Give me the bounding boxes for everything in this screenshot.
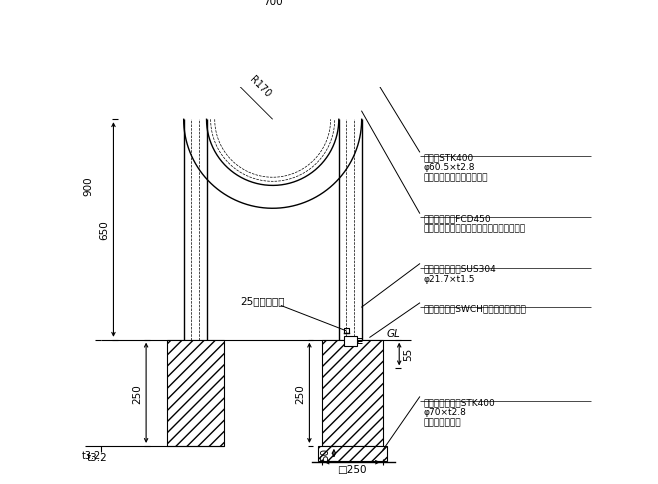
Text: 55: 55 (403, 347, 413, 361)
Text: ガイドパイプ　SUS304
φ21.7×t1.5: ガイドパイプ SUS304 φ21.7×t1.5 (424, 264, 497, 284)
Text: 650: 650 (99, 220, 109, 240)
Text: t3.2: t3.2 (82, 450, 101, 460)
Text: R170: R170 (248, 75, 273, 100)
Text: t3.2: t3.2 (86, 453, 107, 462)
Text: 50: 50 (320, 447, 330, 460)
Text: GL: GL (387, 329, 401, 338)
Bar (166, 340, 224, 446)
Text: 250: 250 (295, 383, 305, 403)
Text: 250: 250 (132, 383, 142, 403)
Bar (322, 340, 383, 446)
Text: カギボルト　SWCH　ユニクロメッキ: カギボルト SWCH ユニクロメッキ (424, 303, 526, 312)
Text: フタ付ケース　STK400
φ70×t2.8
融融亜鉛メッキ: フタ付ケース STK400 φ70×t2.8 融融亜鉛メッキ (424, 397, 495, 427)
Text: ケースフタ　FCD450
ダクロタイズド処理後シルバー色焼付塗装: ケースフタ FCD450 ダクロタイズド処理後シルバー色焼付塗装 (424, 214, 526, 233)
Bar (343, 337, 357, 347)
Text: 25ミリ南京錠: 25ミリ南京錠 (240, 296, 284, 306)
Text: 900: 900 (83, 176, 93, 196)
Text: □250: □250 (338, 464, 367, 474)
Bar (318, 446, 387, 461)
Text: 支柱　STK400
φ60.5×t2.8
融融亜鉛メッキ後焼付塗装: 支柱 STK400 φ60.5×t2.8 融融亜鉛メッキ後焼付塗装 (424, 152, 488, 182)
Text: 700: 700 (263, 0, 282, 7)
